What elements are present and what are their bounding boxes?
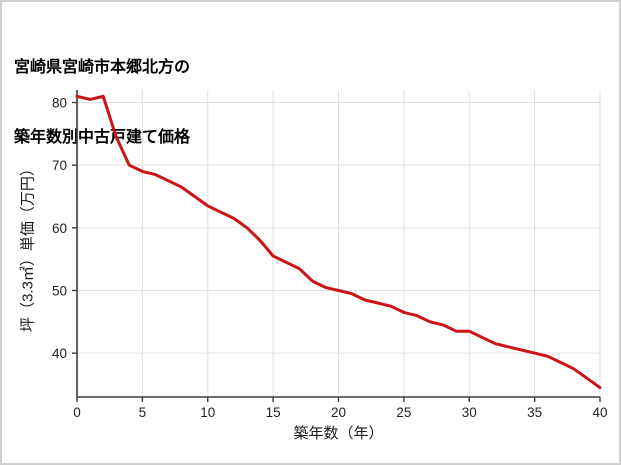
chart-title: 宮崎県宮崎市本郷北方の 築年数別中古戸建て価格 bbox=[14, 10, 190, 196]
x-tick-label: 5 bbox=[139, 405, 147, 420]
x-axis-label: 築年数（年） bbox=[293, 425, 384, 442]
chart-title-line1: 宮崎県宮崎市本郷北方の bbox=[14, 59, 191, 77]
x-tick-label: 30 bbox=[462, 405, 477, 420]
y-axis-label: 坪（3.3㎡）単価（万円） bbox=[19, 161, 37, 332]
x-tick-label: 0 bbox=[73, 405, 81, 420]
y-tick-label: 60 bbox=[52, 221, 67, 236]
price-line-series bbox=[75, 94, 602, 390]
x-tick-label: 40 bbox=[592, 405, 607, 420]
y-tick-label: 40 bbox=[52, 346, 67, 361]
x-tick-label: 10 bbox=[200, 405, 215, 420]
y-tick-label: 80 bbox=[52, 96, 67, 111]
x-tick-label: 20 bbox=[331, 405, 346, 420]
x-tick-label: 15 bbox=[266, 405, 281, 420]
y-tick-label: 70 bbox=[52, 158, 67, 173]
x-tick-label: 25 bbox=[396, 405, 411, 420]
chart-title-line2: 築年数別中古戸建て価格 bbox=[14, 128, 191, 146]
x-tick-label: 35 bbox=[527, 405, 542, 420]
y-tick-label: 50 bbox=[52, 283, 67, 298]
